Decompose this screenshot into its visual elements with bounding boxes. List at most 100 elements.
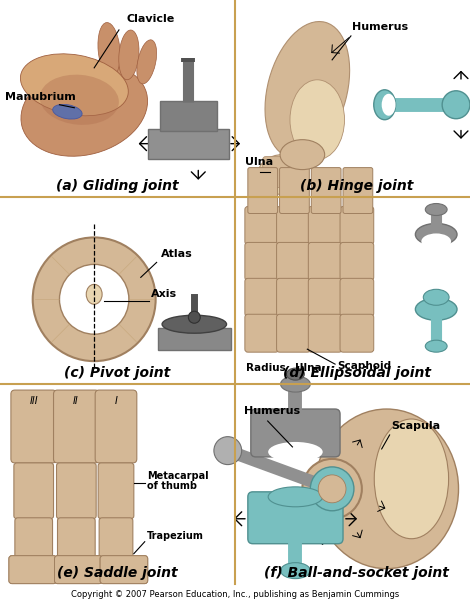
FancyBboxPatch shape (55, 556, 102, 584)
FancyBboxPatch shape (277, 314, 310, 352)
FancyBboxPatch shape (280, 167, 310, 214)
Ellipse shape (415, 223, 457, 245)
Text: Ulna: Ulna (245, 157, 273, 167)
Ellipse shape (374, 90, 396, 120)
Circle shape (59, 265, 129, 334)
Ellipse shape (423, 289, 449, 305)
FancyBboxPatch shape (308, 242, 342, 280)
FancyBboxPatch shape (9, 556, 56, 584)
FancyBboxPatch shape (277, 278, 310, 316)
Ellipse shape (280, 140, 325, 170)
Ellipse shape (21, 63, 147, 156)
Ellipse shape (20, 54, 128, 116)
FancyBboxPatch shape (340, 242, 374, 280)
Text: Axis: Axis (151, 289, 177, 299)
FancyBboxPatch shape (14, 463, 54, 519)
FancyBboxPatch shape (55, 556, 102, 584)
Text: Humerus: Humerus (244, 406, 300, 416)
Text: (e) Saddle joint: (e) Saddle joint (57, 566, 177, 580)
Ellipse shape (281, 376, 310, 392)
FancyBboxPatch shape (98, 463, 134, 519)
Text: II: II (73, 396, 78, 406)
Ellipse shape (374, 419, 448, 539)
FancyBboxPatch shape (15, 518, 53, 559)
Circle shape (442, 91, 470, 119)
Text: III: III (29, 396, 38, 406)
Text: Manubrium: Manubrium (5, 92, 76, 102)
Ellipse shape (382, 94, 396, 116)
Text: (a) Gliding joint: (a) Gliding joint (55, 179, 178, 193)
Text: (d) Ellipsoidal joint: (d) Ellipsoidal joint (283, 366, 431, 380)
Text: (c) Pivot joint: (c) Pivot joint (64, 366, 170, 380)
Text: Clavicle: Clavicle (127, 14, 175, 24)
Text: (b) Hinge joint: (b) Hinge joint (300, 179, 414, 193)
Ellipse shape (290, 80, 345, 160)
Text: Scapula: Scapula (392, 421, 441, 431)
FancyBboxPatch shape (9, 556, 56, 584)
Ellipse shape (268, 487, 323, 507)
FancyBboxPatch shape (340, 314, 374, 352)
Text: Ulna: Ulna (295, 363, 322, 373)
Text: Trapezium: Trapezium (147, 531, 204, 541)
Ellipse shape (281, 563, 310, 578)
FancyBboxPatch shape (343, 167, 373, 214)
Text: Radius: Radius (246, 363, 286, 373)
FancyBboxPatch shape (100, 556, 148, 584)
Ellipse shape (421, 233, 451, 250)
Ellipse shape (258, 155, 307, 194)
FancyBboxPatch shape (160, 101, 217, 131)
FancyBboxPatch shape (340, 278, 374, 316)
FancyBboxPatch shape (11, 390, 56, 463)
Circle shape (302, 459, 362, 519)
FancyBboxPatch shape (56, 463, 96, 519)
FancyBboxPatch shape (100, 556, 148, 584)
Text: of thumb: of thumb (147, 481, 197, 491)
Ellipse shape (286, 368, 304, 380)
Circle shape (310, 467, 354, 511)
Ellipse shape (315, 409, 458, 569)
Text: Metacarpal: Metacarpal (147, 471, 209, 481)
Text: Atlas: Atlas (161, 250, 192, 259)
Ellipse shape (98, 23, 120, 77)
Text: Humerus: Humerus (352, 22, 408, 32)
FancyBboxPatch shape (308, 278, 342, 316)
Text: Scaphoid: Scaphoid (337, 361, 391, 371)
Ellipse shape (86, 284, 102, 304)
Ellipse shape (137, 40, 156, 84)
Ellipse shape (425, 340, 447, 352)
FancyBboxPatch shape (99, 518, 133, 559)
FancyBboxPatch shape (158, 328, 231, 350)
FancyBboxPatch shape (340, 206, 374, 244)
FancyBboxPatch shape (308, 314, 342, 352)
FancyBboxPatch shape (277, 242, 310, 280)
FancyBboxPatch shape (311, 167, 341, 214)
Text: I: I (115, 396, 118, 406)
FancyBboxPatch shape (245, 314, 279, 352)
Text: Copyright © 2007 Pearson Education, Inc., publishing as Benjamin Cummings: Copyright © 2007 Pearson Education, Inc.… (71, 590, 399, 599)
FancyBboxPatch shape (263, 157, 303, 188)
FancyBboxPatch shape (245, 206, 279, 244)
Ellipse shape (268, 442, 323, 462)
Ellipse shape (162, 315, 227, 333)
Circle shape (214, 437, 242, 464)
Circle shape (188, 311, 200, 323)
Circle shape (33, 238, 155, 361)
Circle shape (318, 475, 346, 503)
FancyBboxPatch shape (308, 206, 342, 244)
FancyBboxPatch shape (54, 390, 99, 463)
Ellipse shape (425, 203, 447, 215)
FancyBboxPatch shape (245, 278, 279, 316)
Ellipse shape (40, 74, 119, 125)
Ellipse shape (415, 298, 457, 320)
FancyBboxPatch shape (277, 206, 310, 244)
Ellipse shape (53, 104, 82, 119)
Ellipse shape (265, 22, 350, 158)
Ellipse shape (119, 30, 139, 80)
FancyBboxPatch shape (248, 492, 343, 544)
FancyBboxPatch shape (248, 167, 278, 214)
Text: (f) Ball-and-socket joint: (f) Ball-and-socket joint (264, 566, 449, 580)
FancyBboxPatch shape (148, 128, 229, 158)
FancyBboxPatch shape (95, 390, 137, 463)
FancyBboxPatch shape (245, 242, 279, 280)
FancyBboxPatch shape (57, 518, 95, 559)
